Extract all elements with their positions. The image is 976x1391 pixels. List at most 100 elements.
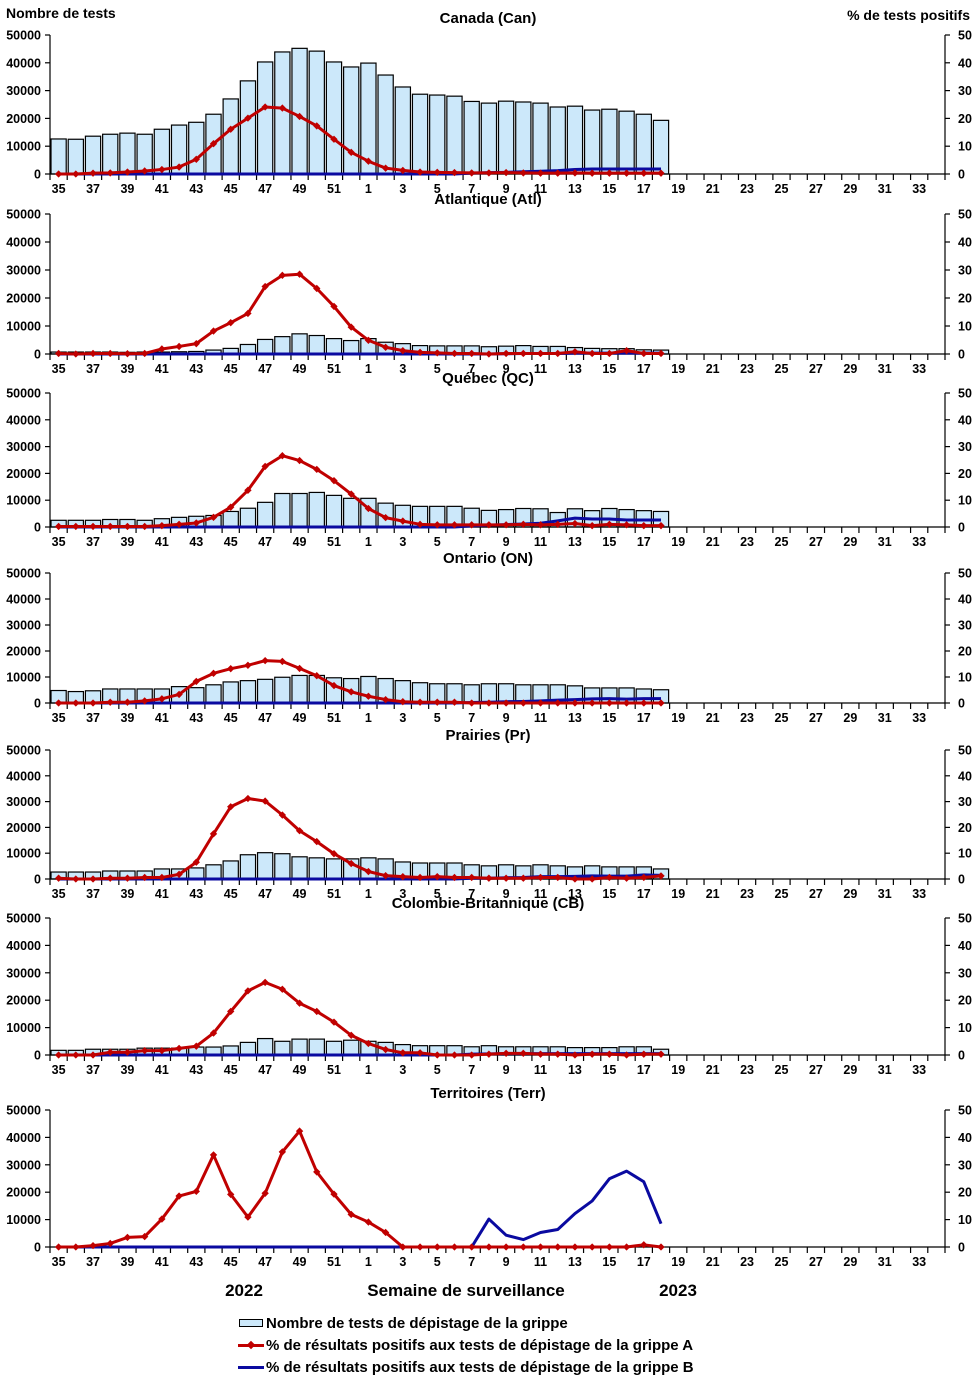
left-tick-label: 50000 [6,912,41,926]
x-tick-label: 5 [434,362,441,376]
flu-a-marker [605,873,614,882]
flu-a-marker [278,985,287,993]
test-count-bar [342,1039,360,1056]
flu-a-marker [433,1243,441,1251]
test-count-bar [188,867,205,880]
x-tick-label: 31 [878,182,892,196]
test-count-bar [429,94,446,175]
left-tick-label: 50000 [6,387,41,401]
x-tick-label: 3 [399,182,406,196]
test-count-bar [497,100,515,175]
x-tick-label: 45 [224,1255,238,1269]
flu-a-marker [330,1190,338,1198]
test-count-bar [222,860,239,880]
flu-a-marker [227,503,235,511]
x-tick-label: 3 [399,1255,406,1269]
x-tick-label: 5 [434,535,441,549]
panel-title: Ontario (ON) [443,550,533,567]
x-tick-label: 7 [468,1255,475,1269]
x-tick-label: 45 [224,887,238,901]
right-tick-label: 50 [958,29,972,43]
x-tick-label: 43 [189,362,203,376]
x-tick-label: 35 [52,362,66,376]
flu-a-marker [140,873,149,882]
flu-a-marker [502,1243,510,1251]
flu-a-marker [450,521,459,529]
flu-a-marker [140,167,149,175]
test-count-bar [342,66,360,175]
test-count-bar [342,497,360,528]
x-tick-label: 51 [327,362,341,376]
x-tick-label: 29 [843,182,857,196]
x-tick-label: 9 [503,182,510,196]
test-count-bar [549,106,566,175]
flu-a-marker [502,699,510,707]
x-tick-label: 11 [534,1063,547,1077]
right-tick-label: 20 [958,645,972,659]
x-tick-label: 9 [503,711,510,725]
x-tick-label: 1 [365,182,372,196]
flu-a-marker [554,873,562,882]
x-tick-label: 43 [189,711,203,725]
x-tick-label: 15 [602,1255,616,1269]
right-tick-label: 20 [958,994,972,1008]
left-tick-label: 10000 [6,1213,41,1227]
x-tick-label: 41 [155,1255,169,1269]
flu-a-marker [54,170,63,178]
flu-b-line [58,167,662,176]
test-count-bar [291,492,308,528]
flu-a-marker [295,456,304,465]
right-tick-label: 0 [958,697,965,711]
flu-a-marker [227,665,235,673]
left-tick-label: 10000 [6,494,41,508]
flu-a-marker [571,348,579,356]
flu-a-marker [72,350,80,358]
flu-a-marker [519,349,527,358]
flu-a-marker [622,699,631,707]
test-count-bar [222,98,239,175]
left-tick-label: 30000 [6,1158,41,1172]
panel-0: Canada (Can) 0 10000 20000 30000 40000 50000 0 1… [6,10,972,196]
flu-a-marker [244,794,252,803]
x-tick-label: 41 [155,887,169,901]
left-tick-label: 30000 [6,619,41,633]
flu-a-marker [657,1050,665,1058]
x-tick-label: 41 [155,362,169,376]
year-label-2023: 2023 [659,1281,697,1300]
x-tick-label: 21 [706,362,720,376]
right-tick-label: 10 [958,671,972,685]
x-tick-label: 1 [365,1063,372,1077]
x-tick-label: 37 [86,1063,100,1077]
flu-a-marker [485,521,493,529]
flu-a-marker [175,870,183,879]
flu-a-marker [571,169,579,177]
flu-a-marker [640,169,648,177]
test-count-bar [308,334,325,355]
left-tick-label: 20000 [6,467,41,481]
x-tick-label: 7 [468,711,475,725]
flu-a-marker [502,521,510,529]
x-tick-label: 47 [258,182,272,196]
flu-a-marker [571,875,579,883]
x-tick-label: 29 [843,711,857,725]
flu-a-marker [468,521,476,529]
flu-a-marker [657,699,665,707]
left-tick-label: 10000 [6,847,41,861]
flu-a-marker [657,872,665,880]
flu-a-marker [502,168,510,177]
flu-a-marker [605,699,614,707]
x-tick-label: 19 [671,182,685,196]
flu-a-marker [536,521,545,529]
flu-a-marker [227,803,235,811]
flu-a-marker [295,664,304,673]
flu-a-marker [588,521,596,530]
x-tick-label: 13 [568,1063,582,1077]
test-count-bar [256,61,274,175]
panel-title: Territoires (Terr) [430,1085,545,1102]
left-tick-label: 40000 [6,413,41,427]
flu-a-marker [450,1243,459,1251]
x-tick-label: 17 [637,1063,651,1077]
flu-a-marker [106,349,114,358]
test-count-bar [274,51,291,175]
x-tick-label: 37 [86,362,100,376]
